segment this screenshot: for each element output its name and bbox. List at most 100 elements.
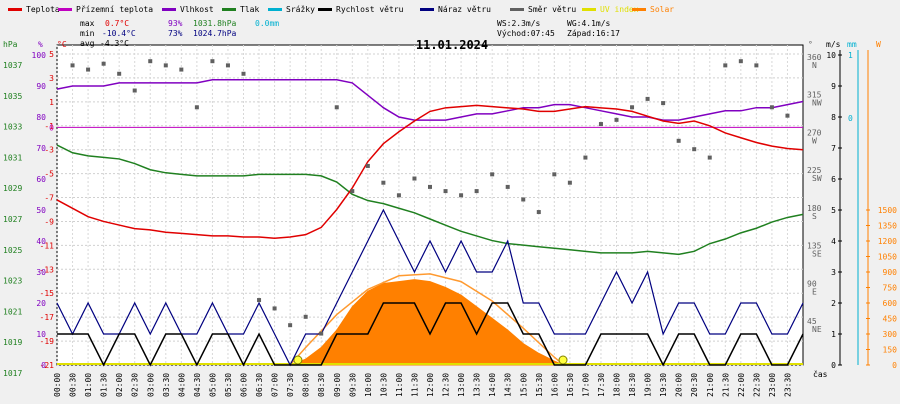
wind-direction-point [412, 176, 417, 181]
stat-sunset: Západ:16:17 [567, 29, 620, 38]
tick-label-humidity: 100 [32, 51, 47, 60]
wind-direction-point [769, 105, 774, 110]
tick-label-time: 10:30 [379, 373, 388, 397]
tick-label-pressure: 1031 [3, 153, 22, 162]
wind-direction-point [288, 323, 293, 328]
legend-label: Směr větru [528, 5, 576, 14]
tick-label-rain: 0 [848, 114, 853, 123]
wind-direction-point [552, 172, 557, 177]
tick-label-time: 01:30 [100, 373, 109, 397]
tick-label-direction: 135 [807, 242, 822, 251]
wind-direction-point [319, 331, 324, 336]
legend-label: Náraz větru [438, 5, 491, 14]
wind-direction-point [257, 298, 262, 303]
tick-label-direction-name: W [812, 136, 817, 145]
wind-direction-point [521, 197, 526, 202]
tick-label-time: 14:00 [488, 373, 497, 397]
wind-direction-point [536, 210, 541, 215]
unit-deg: ° [808, 40, 813, 49]
sunset-marker [558, 355, 568, 365]
tick-label-windspeed: 9 [831, 82, 836, 91]
tick-label-windspeed: 6 [831, 175, 836, 184]
tick-label-solar: 600 [883, 299, 898, 308]
wind-direction-point [490, 172, 495, 177]
tick-label-time: 18:00 [613, 373, 622, 397]
tick-label-pressure: 1017 [3, 369, 22, 378]
legend-label: Srážky [286, 5, 315, 14]
tick-label-temp: -3 [44, 146, 54, 155]
tick-label-time: 07:30 [286, 373, 295, 397]
wind-direction-layer [70, 59, 790, 336]
tick-label-temp-zero: 0 [49, 123, 54, 132]
legend-swatch [162, 8, 176, 11]
tick-label-solar: 1050 [878, 253, 897, 262]
tick-label-solar: 900 [883, 268, 898, 277]
tick-label-time: 12:00 [426, 373, 435, 397]
stat-min-press: 1024.7hPa [193, 29, 237, 38]
tick-label-temp: 5 [49, 50, 54, 59]
wind-direction-point [567, 180, 572, 185]
wind-direction-point [163, 63, 168, 68]
tick-label-pressure: 1035 [3, 92, 22, 101]
wind-direction-point [505, 184, 510, 189]
wind-direction-point [194, 105, 199, 110]
tick-label-windspeed: 10 [826, 51, 836, 60]
tick-label-humidity: 0 [41, 361, 46, 370]
solar-layer [57, 273, 803, 366]
tick-label-pressure: 1033 [3, 123, 22, 132]
tick-label-direction: 45 [807, 317, 817, 326]
stat-max-label: max [80, 19, 95, 28]
tick-label-humidity: 80 [36, 113, 46, 122]
stat-rain: 0.0mm [255, 19, 279, 28]
tick-label-temp: -9 [44, 217, 54, 226]
wind-direction-point [70, 63, 75, 68]
tick-label-time: 15:30 [535, 373, 544, 397]
tick-label-temp: -17 [40, 313, 55, 322]
wind-direction-point [645, 96, 650, 101]
tick-label-time: 20:00 [675, 373, 684, 397]
tick-label-direction: 225 [807, 166, 822, 175]
tick-label-direction-name: S [812, 212, 817, 221]
unit-degc: °C [57, 40, 67, 49]
wind-direction-point [676, 138, 681, 143]
wind-direction-point [334, 105, 339, 110]
tick-label-time: 03:30 [162, 373, 171, 397]
wind-direction-point [303, 314, 308, 319]
tick-label-time: 22:00 [737, 373, 746, 397]
wind-direction-point [117, 71, 122, 76]
wind-direction-point [272, 306, 277, 311]
tick-label-time: 11:30 [410, 373, 419, 397]
tick-label-time: 18:30 [628, 373, 637, 397]
tick-label-direction-name: NW [812, 99, 822, 108]
tick-label-direction-name: E [812, 287, 817, 296]
tick-label-time: 10:00 [364, 373, 373, 397]
legend-label: Solar [650, 5, 674, 14]
tick-label-temp: -15 [40, 289, 55, 298]
wind-direction-point [101, 61, 106, 66]
tick-label-time: 09:30 [348, 373, 357, 397]
tick-label-pressure: 1027 [3, 215, 22, 224]
tick-label-time: 05:00 [208, 373, 217, 397]
solar-area [289, 279, 564, 366]
stat-min-hum: 73% [168, 29, 183, 38]
tick-label-time: 14:30 [504, 373, 513, 397]
tick-label-direction: 270 [807, 128, 822, 137]
tick-label-pressure: 1023 [3, 277, 22, 286]
wind-direction-point [396, 193, 401, 198]
stat-sunrise: Východ:07:45 [497, 29, 555, 38]
tick-label-time: 19:00 [644, 373, 653, 397]
tick-label-humidity: 30 [36, 268, 46, 277]
tick-label-time: 21:00 [706, 373, 715, 397]
tick-label-time: 17:30 [597, 373, 606, 397]
stat-min-temp: -10.4°C [102, 29, 136, 38]
tick-label-time: 17:00 [581, 373, 590, 397]
legend-swatch [510, 8, 524, 11]
chart-title: 11.01.2024 [416, 38, 488, 52]
wind-direction-point [225, 63, 230, 68]
unit-mm: mm [847, 40, 857, 49]
wind-direction-point [365, 163, 370, 168]
tick-label-humidity: 70 [36, 144, 46, 153]
tick-label-time: 00:30 [69, 373, 78, 397]
legend-label: Vlhkost [180, 5, 214, 14]
